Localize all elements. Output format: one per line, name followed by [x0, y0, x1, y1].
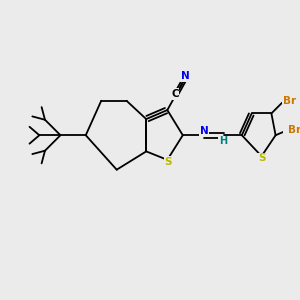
Text: Br: Br [283, 96, 296, 106]
Text: N: N [200, 126, 208, 136]
Text: H: H [219, 136, 227, 146]
Text: S: S [258, 153, 265, 164]
Text: Br: Br [288, 125, 300, 135]
Text: N: N [181, 71, 190, 81]
Text: S: S [164, 157, 172, 166]
Text: C: C [171, 89, 178, 99]
